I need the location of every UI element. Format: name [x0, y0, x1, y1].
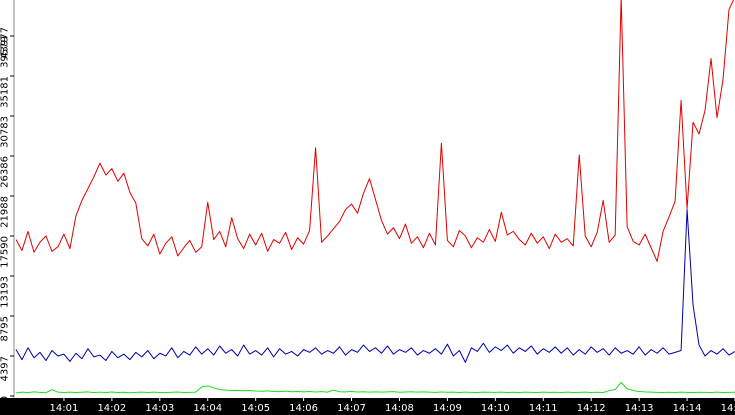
x-tick-label: 14:12 [577, 403, 606, 414]
x-tick-label: 14:08 [385, 403, 414, 414]
x-tick-label: 14:02 [97, 403, 126, 414]
x-tick-label: 14:07 [337, 403, 366, 414]
y-tick-label: 26386 [0, 156, 10, 188]
series-line [15, 0, 734, 262]
plot-area [15, 0, 735, 394]
x-tick-label: 14:04 [193, 403, 222, 414]
x-tick-label: 14:10 [481, 403, 510, 414]
y-tick-label: 13193 [0, 276, 10, 308]
x-tick-label: 14:14 [673, 403, 702, 414]
y-tick-label: 8795 [0, 316, 10, 341]
y-tick-label: 30783 [0, 116, 10, 148]
x-tick-label: 14:11 [529, 403, 558, 414]
x-tick-label: 14:15 [721, 403, 735, 414]
x-axis-bar [0, 398, 735, 415]
x-tick-label: 14:05 [241, 403, 270, 414]
x-tick-label: 14:09 [433, 403, 462, 414]
x-tick-label: 14:13 [625, 403, 654, 414]
y-tick-label: 4397 [0, 356, 10, 381]
y-tick-label: 17590 [0, 236, 10, 268]
y-tick-label: 43977 [0, 27, 10, 59]
series-line [15, 381, 735, 394]
y-tick-label: 39579 [0, 36, 10, 68]
x-tick-label: 14:03 [145, 403, 174, 414]
x-tick-label: 14:01 [50, 403, 79, 414]
y-tick-label: 21988 [0, 196, 10, 228]
y-tick-label: 35181 [0, 76, 10, 108]
x-tick-label: 14:06 [289, 403, 318, 414]
series-line [15, 209, 735, 363]
y-tick-label: 0 [0, 396, 10, 402]
